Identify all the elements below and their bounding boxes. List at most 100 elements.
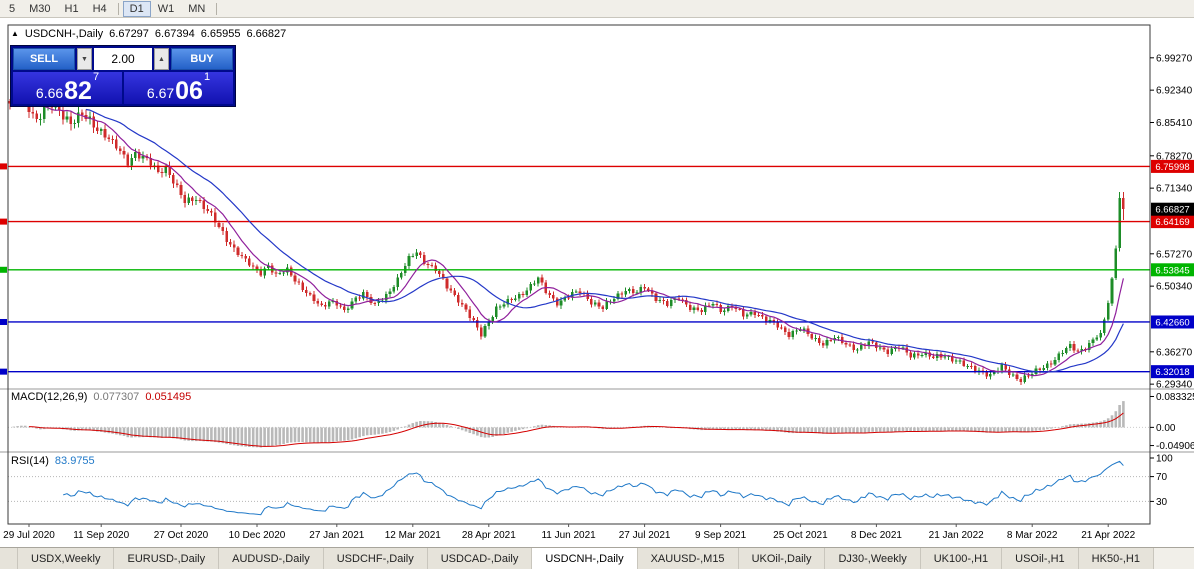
price-tick-6.57270: 6.57270 [1156,249,1193,260]
hline-left-marker-6.64169 [0,218,7,225]
chart-tab-ukoil-daily[interactable]: UKOil-,Daily [738,548,826,569]
date-label: 21 Apr 2022 [1081,530,1135,541]
sell-price-point: 7 [92,71,100,83]
one-click-trading-panel: SELL ▼ 2.00 ▲ BUY 6.66 82 7 6.67 06 1 [10,45,236,107]
chart-canvas[interactable]: 6.99270 6.92340 6.85410 6.78270 6.71340 6.572… [0,18,1194,547]
price-tick-6.78270: 6.78270 [1156,151,1193,162]
current-price-badge[interactable] [1151,202,1194,216]
timeframe-toolbar: 5 M30 H1 H4 D1 W1 MN [0,0,1194,18]
chart-tab-dj30-weekly[interactable]: DJ30-,Weekly [825,548,921,569]
rsi-line [63,460,1124,516]
chart-tab-xauusd-m15[interactable]: XAUUSD-,M15 [637,548,739,569]
macd-value-main: 0.077307 [93,391,140,403]
hline-left-marker-6.42660 [0,318,7,325]
date-label: 9 Sep 2021 [695,530,747,541]
macd-value-signal: 0.051495 [145,391,192,403]
date-label: 27 Oct 2020 [154,530,209,541]
chart-tab-usoil-h1[interactable]: USOil-,H1 [1002,548,1079,569]
moving-average-8 [36,102,1124,377]
timeframe-button-h4[interactable]: H4 [92,2,107,15]
toolbar-separator [216,2,218,15]
price-axis[interactable]: 6.99270 6.92340 6.85410 6.78270 6.71340 6.572… [1150,53,1193,391]
price-badge-6.64169[interactable] [1151,215,1194,229]
buy-price-point: 1 [203,71,211,83]
rsi-tick-30: 30 [1156,497,1168,508]
tabbar-corner-stub [0,548,18,569]
lot-decrease-icon[interactable]: ▼ [77,48,92,70]
date-label: 28 Apr 2021 [462,530,516,541]
toolbar-separator [117,2,119,15]
hline-left-marker-6.32018 [0,368,7,375]
price-badge-6.64169-label: 6.64169 [1155,217,1189,228]
price-badge-6.75998[interactable] [1151,159,1194,173]
macd-title: MACD(12,26,9) [11,391,88,403]
rsi-value: 83.9755 [54,455,95,467]
buy-price-display[interactable]: 6.67 06 1 [124,72,233,104]
date-label: 11 Jun 2021 [541,530,596,541]
date-label: 27 Jan 2021 [309,530,364,541]
price-tick-6.71340: 6.71340 [1156,184,1193,195]
timeframe-button-w1[interactable]: W1 [157,2,175,15]
price-badge-6.32018-label: 6.32018 [1155,367,1189,378]
chart-tab-usdcnh-daily[interactable]: USDCNH-,Daily [532,548,638,569]
one-click-toggle-icon[interactable]: ▲ [11,29,19,38]
hline-left-marker-6.53845 [0,266,7,273]
date-label: 27 Jul 2021 [619,530,671,541]
timeframe-button-m30[interactable]: M30 [29,2,51,15]
sell-button[interactable]: SELL [13,48,75,70]
timeframe-button-mn[interactable]: MN [188,2,206,15]
chart-tab-usdchf-daily[interactable]: USDCHF-,Daily [323,548,428,569]
date-label: 21 Jan 2022 [929,530,984,541]
chart-title: ▲ USDCNH-,Daily 6.67297 6.67394 6.65955 … [11,28,286,40]
current-price-badge-label: 6.66827 [1155,205,1189,216]
date-axis[interactable]: 29 Jul 2020 11 Sep 2020 27 Oct 2020 10 Dec … [3,524,1136,541]
date-label: 25 Oct 2021 [773,530,828,541]
chart-area[interactable]: 6.99270 6.92340 6.85410 6.78270 6.71340 6.572… [0,18,1194,547]
chart-tab-hk50-h1[interactable]: HK50-,H1 [1078,548,1154,569]
sell-price-display[interactable]: 6.66 82 7 [13,72,122,104]
price-tick-6.99270: 6.99270 [1156,53,1193,64]
rsi-indicator-label: RSI(14) 83.9755 [11,455,95,467]
lot-increase-icon[interactable]: ▲ [154,48,169,70]
candles-layer [8,85,1125,386]
rsi-tick-70: 70 [1156,472,1168,483]
date-label: 8 Dec 2021 [851,530,903,541]
macd-tick-0.00: 0.00 [1156,423,1176,434]
chart-tab-uk100-h1[interactable]: UK100-,H1 [920,548,1003,569]
date-label: 8 Mar 2022 [1007,530,1058,541]
price-badge-6.42660[interactable] [1151,315,1194,329]
chart-tab-usdcad-daily[interactable]: USDCAD-,Daily [427,548,533,569]
chart-tab-eurusd-daily[interactable]: EURUSD-,Daily [114,548,220,569]
timeframe-button-5[interactable]: 5 [9,2,16,15]
macd-tick--0.049068: -0.049068 [1156,441,1194,452]
chart-frame [7,24,1151,525]
buy-price-base: 6.67 [146,84,175,101]
trade-controls-row: SELL ▼ 2.00 ▲ BUY [13,48,233,70]
ohlc-high: 6.67394 [154,28,195,40]
chart-tab-usdx-weekly[interactable]: USDX,Weekly [18,548,115,569]
macd-histogram [12,401,1125,448]
rsi-tick-100: 100 [1156,454,1173,465]
macd-signal-line [28,412,1124,447]
timeframe-button-d1[interactable]: D1 [122,0,151,17]
price-badge-6.53845-label: 6.53845 [1155,265,1189,276]
price-tick-6.36270: 6.36270 [1156,347,1193,358]
price-badge-6.42660-label: 6.42660 [1155,317,1189,328]
ohlc-open: 6.67297 [109,28,149,40]
price-badge-6.53845[interactable] [1151,263,1194,277]
sell-price-pips: 82 [64,77,92,105]
ohlc-low: 6.65955 [200,28,241,40]
sell-price-base: 6.66 [35,84,64,101]
price-badge-6.32018[interactable] [1151,365,1194,379]
buy-button[interactable]: BUY [171,48,233,70]
macd-indicator-label: MACD(12,26,9) 0.077307 0.051495 [11,391,191,403]
chart-tabbar: USDX,Weekly EURUSD-,Daily AUDUSD-,Daily USD… [0,547,1194,569]
date-label: 11 Sep 2020 [73,530,129,541]
lot-size-input[interactable]: 2.00 [94,48,152,70]
date-label: 12 Mar 2021 [385,530,442,541]
chart-tab-audusd-daily[interactable]: AUDUSD-,Daily [219,548,324,569]
hline-left-marker-6.75998 [0,163,7,170]
timeframe-button-h1[interactable]: H1 [64,2,79,15]
price-tick-6.85410: 6.85410 [1156,118,1193,129]
